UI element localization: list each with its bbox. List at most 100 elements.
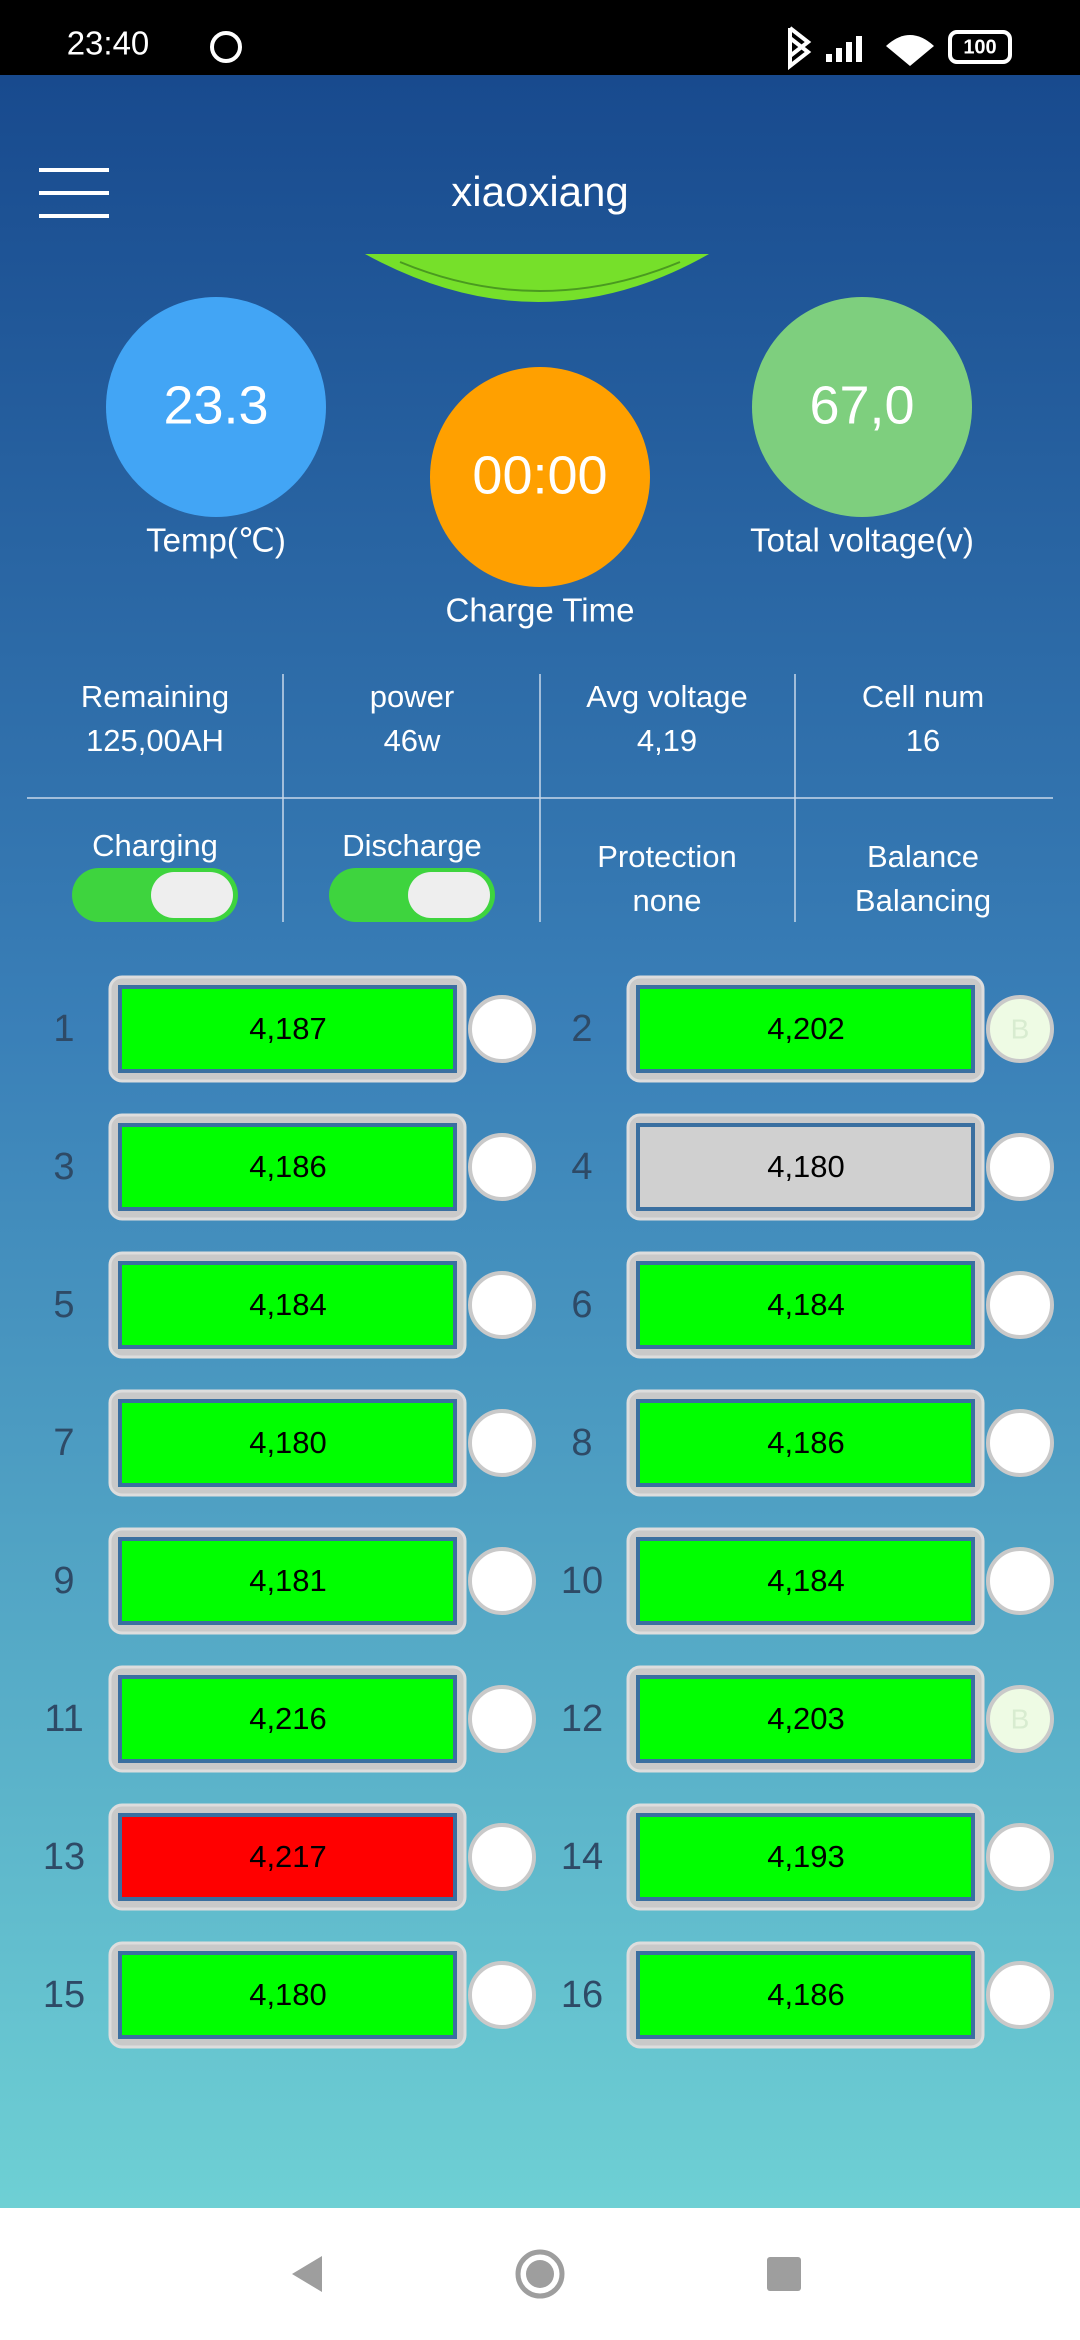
toggle-knob — [151, 872, 233, 918]
cell-number: 4 — [571, 1146, 592, 1188]
back-button[interactable] — [292, 2256, 322, 2292]
cell-voltage: 4,184 — [249, 1287, 327, 1322]
battery-level: 100 — [963, 36, 996, 58]
cell-bar — [636, 1261, 975, 1349]
cell-voltage: 4,216 — [249, 1701, 327, 1736]
cell-bar — [118, 1537, 457, 1625]
toggle-knob — [408, 872, 490, 918]
cell-bar — [636, 1123, 975, 1211]
soc-gauge — [365, 254, 709, 302]
home-button[interactable] — [515, 2249, 565, 2299]
gauge-circle — [752, 297, 972, 517]
cell-voltage: 4,187 — [249, 1011, 327, 1046]
gauge-value: 00:00 — [472, 445, 607, 505]
stat-label: Cell num — [862, 679, 984, 714]
cell-number: 9 — [53, 1560, 74, 1602]
balance-indicator — [468, 1685, 536, 1753]
balance-indicator — [986, 1409, 1054, 1477]
cell-voltage: 4,186 — [249, 1149, 327, 1184]
gauge-label: Total voltage(v) — [750, 522, 974, 559]
clock: 23:40 — [67, 25, 150, 62]
cell-voltage: 4,184 — [767, 1287, 845, 1322]
balance-indicator — [468, 995, 536, 1063]
status-label: Balance — [867, 839, 979, 874]
cell-number: 8 — [571, 1422, 592, 1464]
cell-number: 16 — [561, 1974, 603, 2016]
cell-voltage: 4,180 — [249, 1977, 327, 2012]
cell-number: 6 — [571, 1284, 592, 1326]
cell-voltage: 4,180 — [249, 1425, 327, 1460]
stat-value: 4,19 — [637, 723, 697, 758]
cell-voltage: 4,186 — [767, 1425, 845, 1460]
cell-bar — [636, 985, 975, 1073]
stat-value: 125,00AH — [86, 723, 224, 758]
stat-label: power — [370, 679, 454, 714]
cell-number: 15 — [43, 1974, 85, 2016]
cell-number: 13 — [43, 1836, 85, 1878]
cell-voltage: 4,180 — [767, 1149, 845, 1184]
cell-bar — [118, 1261, 457, 1349]
status-label: Protection — [597, 839, 737, 874]
menu-button[interactable] — [39, 168, 109, 218]
cell-bar — [118, 1399, 457, 1487]
cell-voltage: 4,203 — [767, 1701, 845, 1736]
cell-number: 10 — [561, 1560, 603, 1602]
cell-bar — [118, 1123, 457, 1211]
gauge-circle — [430, 367, 650, 587]
cell-number: 11 — [44, 1698, 83, 1740]
cell-bar — [118, 1813, 457, 1901]
cell-voltage: 4,193 — [767, 1839, 845, 1874]
balance-indicator — [468, 1961, 536, 2029]
balance-indicator — [468, 1823, 536, 1891]
gauge-label: Temp(℃) — [146, 522, 286, 559]
balance-indicator — [468, 1271, 536, 1339]
balance-indicator — [986, 1133, 1054, 1201]
balance-indicator — [986, 1823, 1054, 1891]
cell-bar — [118, 985, 457, 1073]
status-icons — [210, 26, 934, 71]
cell-bar — [118, 1951, 457, 2039]
cell-bar — [636, 1813, 975, 1901]
toggle[interactable] — [72, 868, 238, 922]
cell-number: 12 — [561, 1698, 603, 1740]
cell-number: 7 — [53, 1422, 74, 1464]
gauge-value: 23.3 — [163, 375, 268, 435]
cell-number: 1 — [53, 1008, 74, 1050]
battery-icon — [948, 30, 1012, 64]
cell-number: 2 — [571, 1008, 592, 1050]
toggle[interactable] — [329, 868, 495, 922]
stat-value: 46w — [384, 723, 441, 758]
balance-indicator — [986, 1961, 1054, 2029]
switch-label: Charging — [92, 828, 218, 863]
stat-label: Remaining — [81, 679, 229, 714]
switch-label: Discharge — [342, 828, 482, 863]
cell-voltage: 4,181 — [249, 1563, 327, 1598]
cell-voltage: 4,186 — [767, 1977, 845, 2012]
soc-gauge-ring — [399, 261, 681, 292]
balance-indicator — [986, 1271, 1054, 1339]
balance-indicator — [468, 1409, 536, 1477]
gauge-circle — [106, 297, 326, 517]
cell-voltage: 4,202 — [767, 1011, 845, 1046]
cell-number: 5 — [53, 1284, 74, 1326]
cell-bar — [636, 1675, 975, 1763]
app-title: xiaoxiang — [451, 168, 628, 215]
balance-indicator — [986, 1547, 1054, 1615]
gauge-value: 67,0 — [809, 375, 914, 435]
cell-number: 14 — [561, 1836, 603, 1878]
cell-bar — [118, 1675, 457, 1763]
balance-indicator — [986, 995, 1054, 1063]
balance-indicator — [468, 1547, 536, 1615]
cell-bar — [636, 1399, 975, 1487]
cell-voltage: 4,184 — [767, 1563, 845, 1598]
recents-button[interactable] — [767, 2257, 801, 2291]
stat-value: 16 — [906, 723, 940, 758]
cell-bar — [636, 1951, 975, 2039]
balance-indicator — [468, 1133, 536, 1201]
cell-number: 3 — [53, 1146, 74, 1188]
status-value: Balancing — [855, 883, 991, 918]
balance-indicator — [986, 1685, 1054, 1753]
balance-mark: B — [1011, 1013, 1030, 1044]
